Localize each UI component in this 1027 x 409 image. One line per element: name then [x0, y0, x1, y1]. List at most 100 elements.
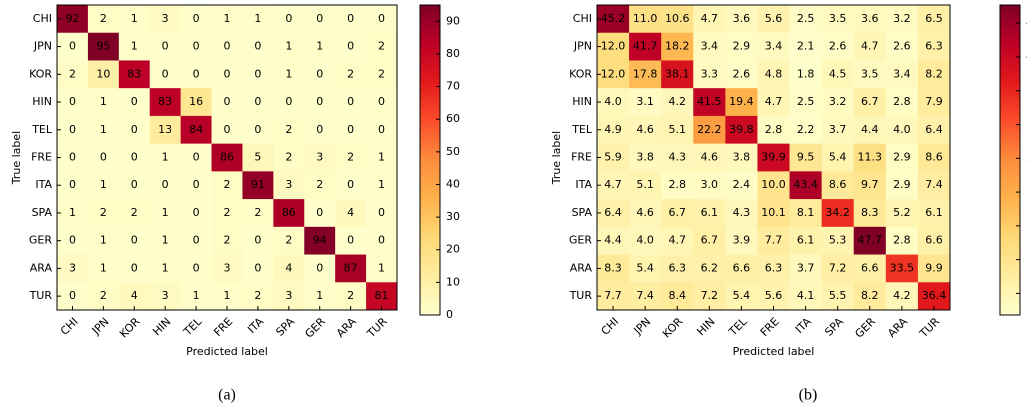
cell-label: 3.5: [861, 67, 879, 80]
heatmap-cell: [885, 115, 919, 144]
cell-label: 2.8: [893, 234, 911, 247]
cell-label: 2: [100, 289, 107, 302]
heatmap-cell: [597, 88, 630, 117]
heatmap-cell: [211, 5, 243, 34]
heatmap-cell: [180, 60, 212, 89]
cell-label: 0: [131, 234, 138, 247]
cell-label: 4.0: [636, 234, 654, 247]
cell-label: 7.2: [701, 289, 719, 302]
heatmap-cell: [87, 32, 120, 61]
cell-label: 2: [131, 206, 138, 219]
heatmap-cell: [821, 282, 855, 311]
cell-label: 3: [224, 261, 231, 274]
cell-label: 1: [131, 40, 138, 53]
x-tick-label: GER: [852, 315, 878, 341]
heatmap-cell: [821, 115, 855, 144]
heatmap-cell: [304, 226, 336, 255]
heatmap-cell: [149, 199, 181, 228]
cell-label: 0: [254, 123, 261, 136]
heatmap-cell: [789, 60, 822, 89]
cell-label: 0: [193, 151, 200, 164]
y-tick-label: HIN: [572, 95, 592, 108]
heatmap-cell: [57, 5, 89, 34]
heatmap-cell: [757, 282, 790, 311]
cell-label: 2.6: [829, 40, 847, 53]
heatmap-cell: [242, 282, 274, 311]
heatmap-cell: [211, 226, 243, 255]
heatmap-cell: [597, 171, 630, 200]
y-tick-label: KOR: [29, 67, 52, 80]
cell-label: 0: [69, 289, 76, 302]
heatmap-cell: [335, 254, 367, 283]
heatmap-cell: [789, 5, 822, 34]
cell-label: 5: [254, 151, 261, 164]
heatmap-cell: [725, 171, 758, 200]
y-axis-label: True label: [550, 131, 563, 185]
heatmap-cell: [87, 226, 120, 255]
cell-label: 0: [347, 178, 354, 191]
cell-label: 7.4: [925, 178, 943, 191]
cell-label: 8.3: [604, 261, 622, 274]
cell-label: 0: [193, 40, 200, 53]
heatmap-cell: [693, 115, 726, 144]
heatmap-cell: [885, 199, 919, 228]
heatmap-cell: [180, 32, 212, 61]
heatmap-cell: [885, 143, 919, 172]
heatmap-cell: [725, 32, 758, 61]
cell-label: 1: [162, 151, 169, 164]
cell-label: 0: [378, 206, 385, 219]
heatmap-cell: [821, 5, 855, 34]
colorbar-tick-label: 20: [446, 243, 460, 256]
cell-label: 4.3: [733, 206, 751, 219]
heatmap-cell: [725, 88, 758, 117]
x-tick-label: GER: [302, 315, 328, 341]
cell-label: 81: [375, 289, 389, 302]
cell-label: 86: [220, 151, 234, 164]
heatmap-cell: [789, 226, 822, 255]
colorbar: [419, 4, 441, 316]
heatmap-cell: [853, 115, 887, 144]
heatmap-cell: [789, 115, 822, 144]
cell-label: 3.2: [829, 95, 847, 108]
cell-label: 0: [316, 95, 323, 108]
cell-label: 1: [378, 261, 385, 274]
heatmap-cell: [304, 254, 336, 283]
heatmap-cell: [821, 254, 855, 283]
colorbar-tick-label: 40: [446, 177, 460, 190]
heatmap-cell: [757, 143, 790, 172]
cell-label: 2: [224, 178, 231, 191]
heatmap-cell: [87, 254, 120, 283]
x-tick-label: FRE: [758, 315, 782, 339]
cell-label: 22.2: [697, 123, 722, 136]
heatmap-cell: [789, 171, 822, 200]
heatmap-cell: [273, 32, 305, 61]
heatmap-cell: [917, 143, 951, 172]
heatmap-cell: [693, 32, 726, 61]
cell-label: 6.6: [861, 261, 879, 274]
cell-label: 4.0: [604, 95, 622, 108]
heatmap-cell: [757, 254, 790, 283]
heatmap-cell: [917, 226, 951, 255]
cell-label: 3.4: [765, 40, 783, 53]
cell-label: 2.5: [797, 12, 815, 25]
x-tick-label: JPN: [631, 315, 654, 338]
cell-label: 2.9: [733, 40, 751, 53]
heatmap-cell: [917, 282, 951, 311]
heatmap-cell: [885, 254, 919, 283]
heatmap-cell: [118, 199, 151, 228]
cell-label: 0: [378, 95, 385, 108]
caption: (b): [799, 387, 818, 404]
heatmap-cell: [853, 254, 887, 283]
cell-label: 4.4: [861, 123, 879, 136]
cell-label: 2.9: [893, 178, 911, 191]
cell-label: 2.1: [797, 40, 815, 53]
heatmap-cell: [118, 282, 151, 311]
x-tick-label: CHI: [58, 315, 81, 338]
y-tick-label: JPN: [573, 40, 592, 53]
cell-label: 0: [378, 234, 385, 247]
cell-label: 0: [347, 95, 354, 108]
heatmap-cell: [180, 88, 212, 117]
cell-label: 1: [316, 289, 323, 302]
cell-label: 5.4: [636, 261, 654, 274]
